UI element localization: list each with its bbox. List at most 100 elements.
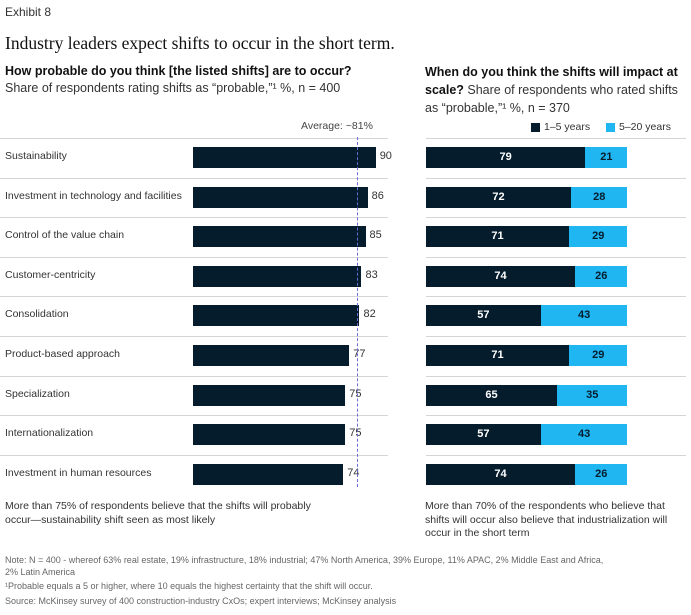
exhibit-label: Exhibit 8 <box>5 5 52 19</box>
legend-item-1-5-years: 1–5 years <box>531 121 590 133</box>
value-5-20-years: 43 <box>578 428 591 441</box>
value-5-20-years: 26 <box>595 269 608 282</box>
category-label: Specialization <box>5 387 70 400</box>
note: Note: N = 400 - whereof 63% real estate,… <box>5 555 604 577</box>
category-label: Product-based approach <box>5 348 120 360</box>
category-label: Customer-centricity <box>5 268 96 281</box>
row-divider <box>0 336 388 337</box>
row-divider <box>0 177 388 179</box>
left-header: How probable do you think [the listed sh… <box>5 63 385 97</box>
bar-1-5-years <box>426 186 572 208</box>
bar-1-5-years <box>426 384 557 406</box>
probability-bar <box>193 265 362 287</box>
row-divider <box>426 217 686 219</box>
value-1-5-years: 74 <box>494 269 507 282</box>
value-1-5-years: 79 <box>499 151 512 163</box>
bar-5-20-years <box>569 345 628 366</box>
value-1-5-years: 74 <box>494 467 507 480</box>
bar-5-20-years <box>540 424 628 446</box>
row-divider <box>426 375 686 377</box>
bar-5-20-years <box>556 384 628 406</box>
bar-1-5-years <box>426 424 541 446</box>
bar-1-5-years <box>426 345 570 366</box>
probability-bar <box>193 226 366 248</box>
category-label: Control of the value chain <box>5 229 125 242</box>
category-label: Consolidation <box>5 308 69 321</box>
value-1-5-years: 71 <box>491 230 504 243</box>
probability-bar <box>193 147 376 168</box>
row-divider <box>0 138 388 139</box>
probability-bar <box>193 463 344 485</box>
left-subtitle: Share of respondents rating shifts as “p… <box>5 81 341 95</box>
probability-value: 77 <box>353 348 366 360</box>
probability-value: 74 <box>347 466 360 479</box>
row-divider <box>426 415 686 417</box>
chart-title: Industry leaders expect shifts to occur … <box>5 33 395 53</box>
row-divider <box>0 454 388 456</box>
row-divider <box>0 256 388 258</box>
value-1-5-years: 57 <box>477 309 490 322</box>
value-1-5-years: 65 <box>485 388 498 401</box>
bar-1-5-years <box>426 147 586 168</box>
bar-1-5-years <box>426 265 576 287</box>
probability-value: 82 <box>363 308 376 321</box>
probability-bar <box>193 305 360 327</box>
probability-value: 86 <box>371 189 384 202</box>
category-label: Investment in human resources <box>5 466 152 479</box>
legend-swatch-light <box>606 122 615 132</box>
footnote: ¹Probable equals a 5 or higher, where 10… <box>5 581 373 591</box>
bar-1-5-years <box>426 463 576 485</box>
bar-5-20-years <box>571 186 628 208</box>
probability-bar <box>193 384 346 406</box>
left-question: How probable do you think [the listed sh… <box>5 64 352 78</box>
bar-1-5-years <box>426 305 541 327</box>
source: Source: McKinsey survey of 400 construct… <box>5 596 397 606</box>
bar-5-20-years <box>569 226 628 248</box>
bar-5-20-years <box>575 463 628 485</box>
value-5-20-years: 29 <box>592 230 605 243</box>
probability-bar <box>193 186 368 208</box>
category-label: Investment in technology and facilities <box>5 189 182 202</box>
row-divider <box>426 138 686 139</box>
value-1-5-years: 57 <box>477 428 490 441</box>
value-5-20-years: 26 <box>595 467 608 480</box>
row-divider <box>0 217 388 219</box>
row-divider <box>426 454 686 456</box>
left-footer: More than 75% of respondents believe tha… <box>5 500 311 526</box>
row-divider <box>426 177 686 179</box>
probability-bar <box>193 424 346 446</box>
category-label: Internationalization <box>5 427 94 440</box>
probability-bar <box>193 345 350 366</box>
value-1-5-years: 71 <box>491 349 504 361</box>
legend-label: 1–5 years <box>544 121 591 133</box>
category-label: Sustainability <box>5 150 67 162</box>
right-question: When do you think the shifts will impact… <box>425 65 678 97</box>
probability-value: 75 <box>349 427 362 440</box>
bar-1-5-years <box>426 226 570 248</box>
right-subtitle: Share of respondents who rated shifts as… <box>425 83 678 115</box>
value-5-20-years: 28 <box>593 190 606 203</box>
right-footer: More than 70% of the respondents who bel… <box>425 500 668 539</box>
bar-5-20-years <box>575 265 628 287</box>
right-header: When do you think the shifts will impact… <box>425 63 687 117</box>
probability-value: 75 <box>349 387 362 400</box>
average-line <box>357 137 359 487</box>
legend-swatch-dark <box>531 122 540 132</box>
value-1-5-years: 72 <box>492 190 505 203</box>
value-5-20-years: 35 <box>586 388 599 401</box>
value-5-20-years: 21 <box>600 151 613 163</box>
legend-label: 5–20 years <box>619 121 671 133</box>
probability-value: 83 <box>365 268 378 281</box>
row-divider <box>0 296 388 298</box>
row-divider <box>426 296 686 298</box>
probability-value: 85 <box>369 229 382 242</box>
row-divider <box>426 256 686 258</box>
average-label: Average: ~81% <box>301 120 373 132</box>
probability-value: 90 <box>379 150 392 162</box>
value-5-20-years: 43 <box>578 309 591 322</box>
bar-5-20-years <box>540 305 628 327</box>
value-5-20-years: 29 <box>592 349 605 361</box>
row-divider <box>0 415 388 417</box>
legend-item-5-20-years: 5–20 years <box>606 121 671 133</box>
